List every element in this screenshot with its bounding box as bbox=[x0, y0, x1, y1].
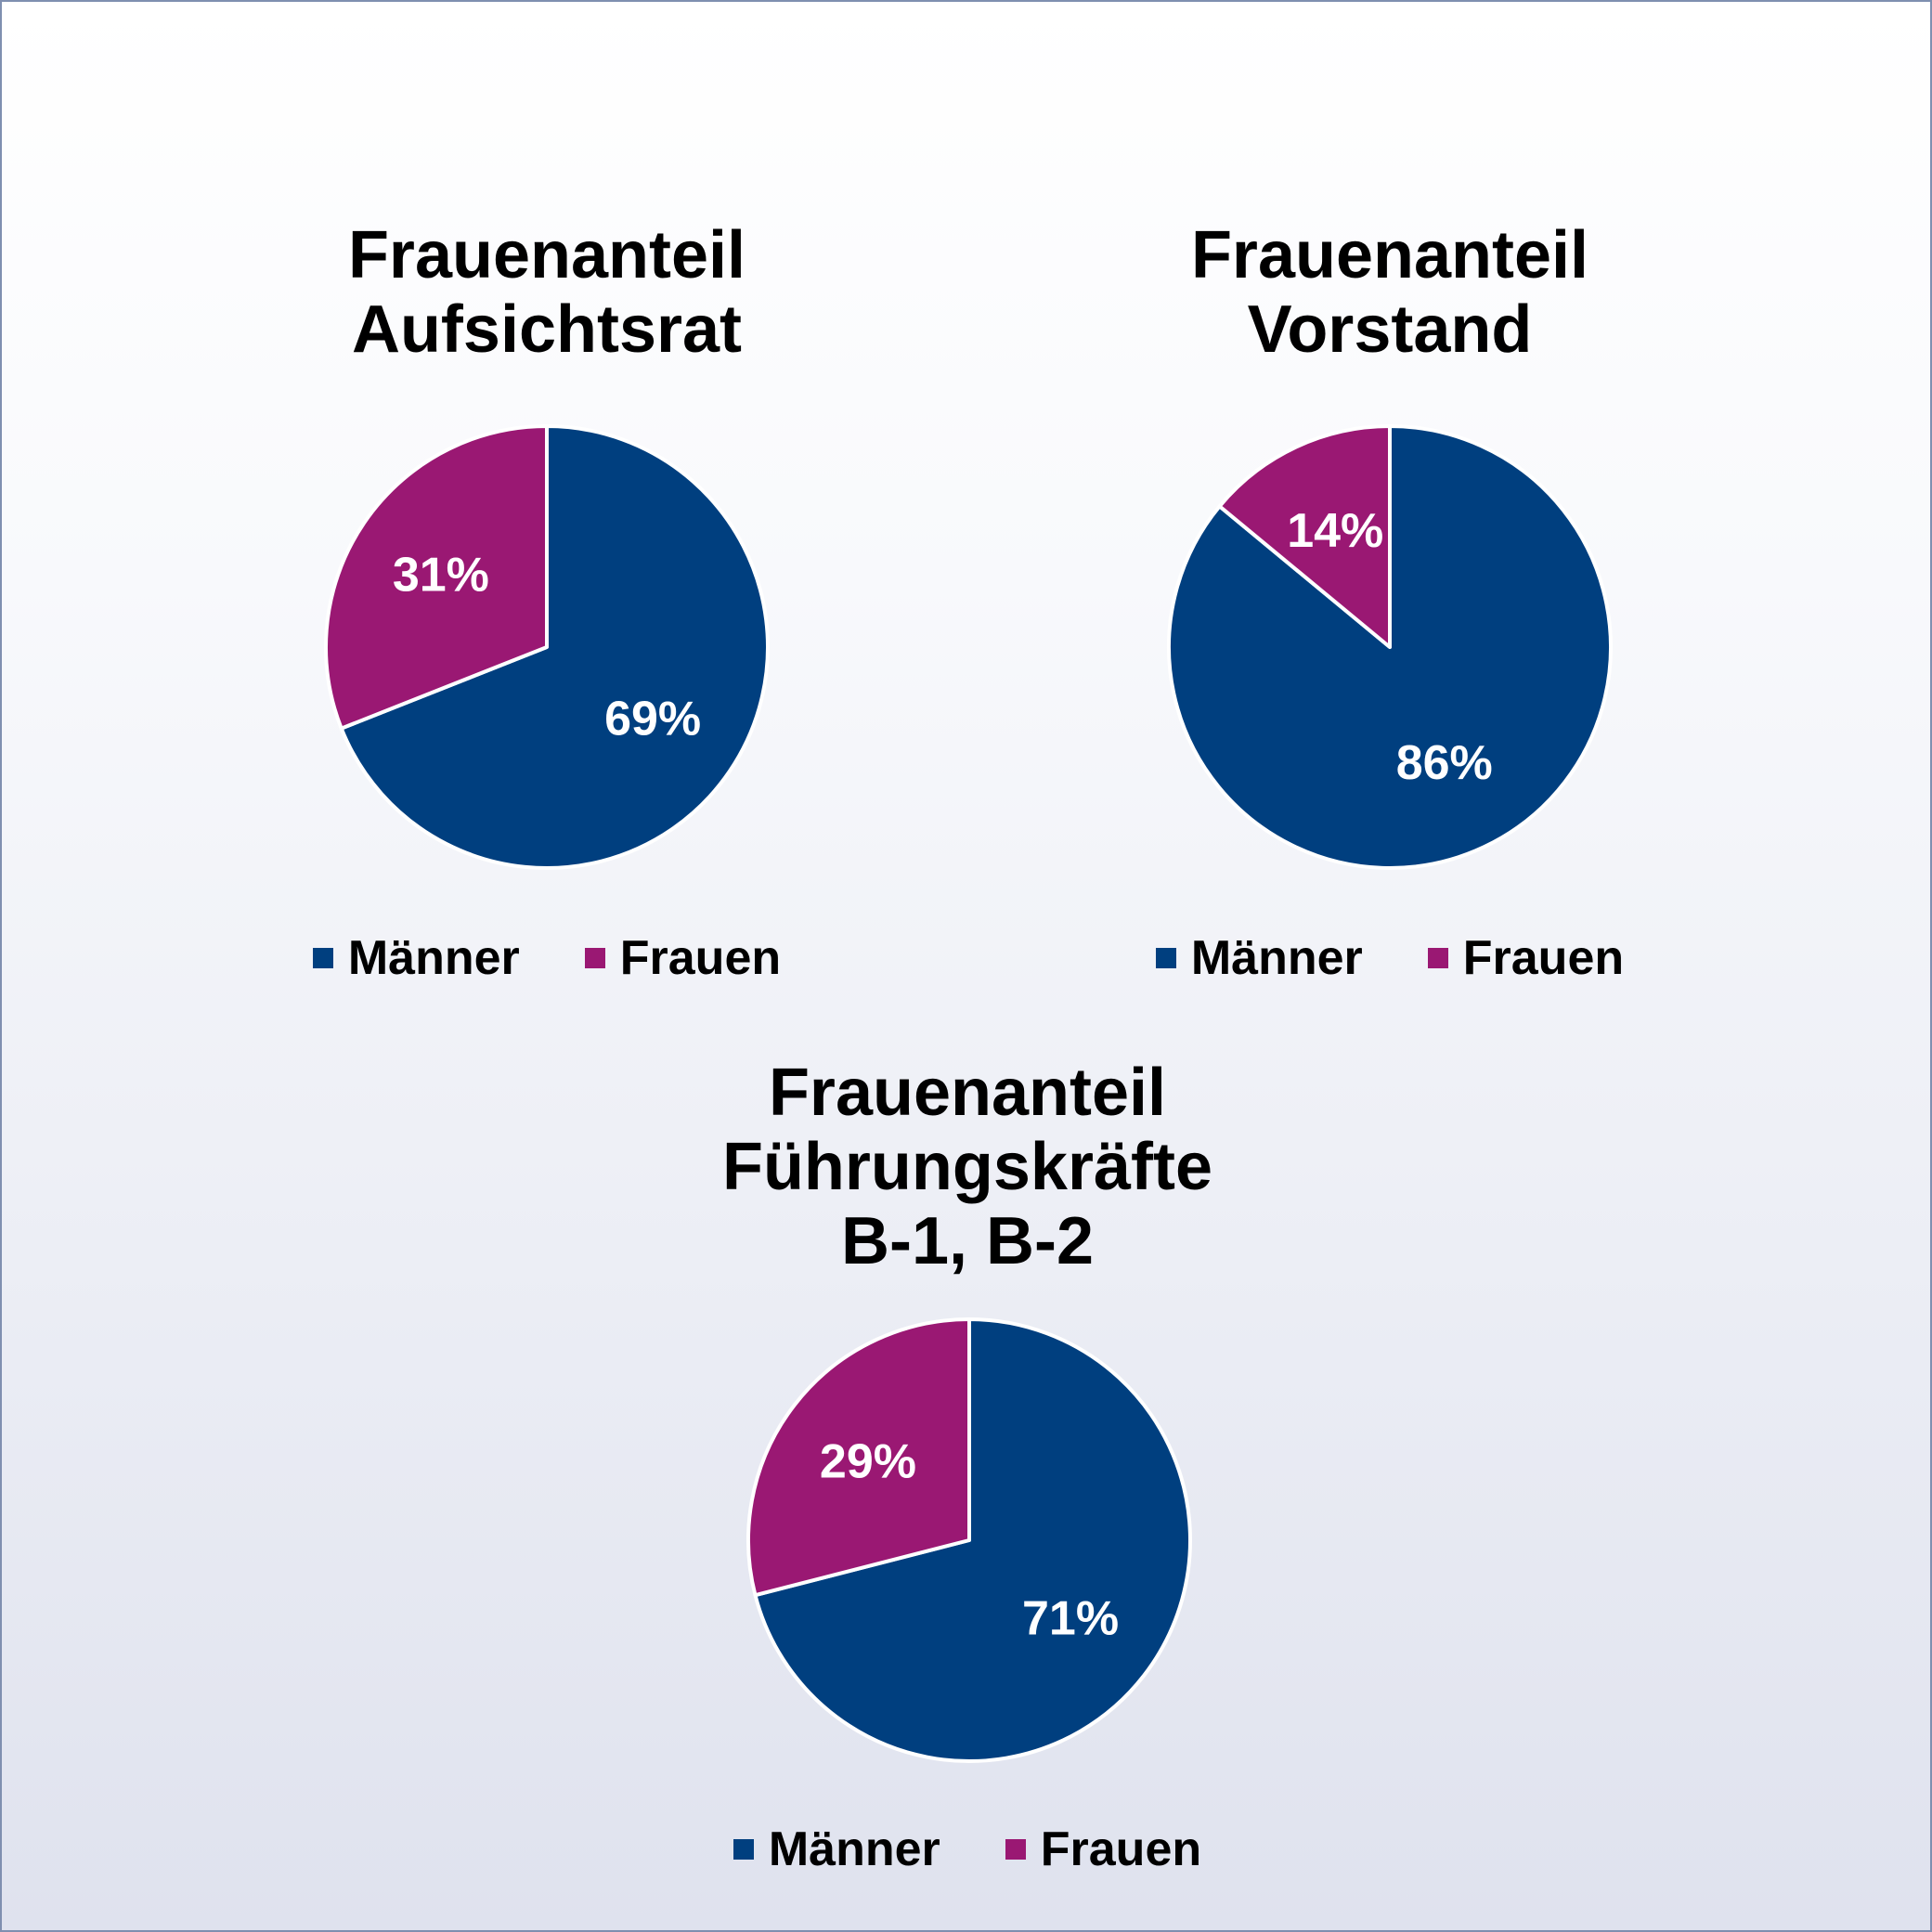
pie-chart-aufsichtsrat: 69% 31% bbox=[324, 424, 770, 870]
legend-fuehrungskraefte: Männer Frauen bbox=[550, 1817, 1385, 1882]
legend-item-frauen: Frauen bbox=[584, 930, 782, 986]
data-label-frauen: 14% bbox=[1287, 504, 1383, 558]
data-label-frauen: 31% bbox=[393, 548, 489, 602]
pie-slice-frauen bbox=[746, 1317, 971, 1598]
chart-title-fuehrungskraefte: Frauenanteil Führungskräfte B-1, B-2 bbox=[721, 1056, 1213, 1278]
legend-swatch-frauen bbox=[584, 948, 605, 968]
legend-vorstand: Männer Frauen bbox=[972, 926, 1808, 991]
pie-slice-maenner bbox=[753, 1317, 1192, 1763]
legend-label-maenner: Männer bbox=[1190, 931, 1363, 985]
pie-slice-maenner bbox=[339, 424, 770, 870]
data-label-frauen: 29% bbox=[820, 1434, 916, 1488]
legend-label-maenner: Männer bbox=[347, 931, 520, 985]
legend-item-maenner: Männer bbox=[733, 1822, 940, 1877]
chart-title-aufsichtsrat: Frauenanteil Aufsichtsrat bbox=[347, 218, 746, 367]
data-label-maenner: 86% bbox=[1396, 736, 1493, 790]
pie-slice-frauen bbox=[324, 424, 549, 731]
legend-aufsichtsrat: Männer Frauen bbox=[129, 926, 965, 991]
data-label-maenner: 71% bbox=[1022, 1592, 1119, 1646]
legend-label-frauen: Frauen bbox=[1040, 1822, 1202, 1876]
legend-swatch-frauen bbox=[1427, 948, 1448, 968]
legend-swatch-frauen bbox=[1005, 1839, 1026, 1860]
legend-item-frauen: Frauen bbox=[1005, 1822, 1201, 1877]
legend-item-maenner: Männer bbox=[1155, 930, 1363, 986]
legend-label-maenner: Männer bbox=[768, 1822, 940, 1876]
legend-label-frauen: Frauen bbox=[1462, 931, 1625, 985]
legend-swatch-maenner bbox=[733, 1839, 754, 1860]
legend-swatch-maenner bbox=[312, 948, 333, 968]
legend-item-frauen: Frauen bbox=[1427, 930, 1625, 986]
chart-title-vorstand: Frauenanteil Vorstand bbox=[1190, 218, 1589, 367]
legend-label-frauen: Frauen bbox=[619, 931, 782, 985]
pie-chart-fuehrungskraefte: 71% 29% bbox=[746, 1317, 1192, 1763]
legend-swatch-maenner bbox=[1155, 948, 1176, 968]
pie-slice-frauen bbox=[1217, 424, 1392, 649]
pie-chart-vorstand: 86% 14% bbox=[1167, 424, 1613, 870]
data-label-maenner: 69% bbox=[604, 693, 701, 746]
legend-item-maenner: Männer bbox=[312, 930, 520, 986]
